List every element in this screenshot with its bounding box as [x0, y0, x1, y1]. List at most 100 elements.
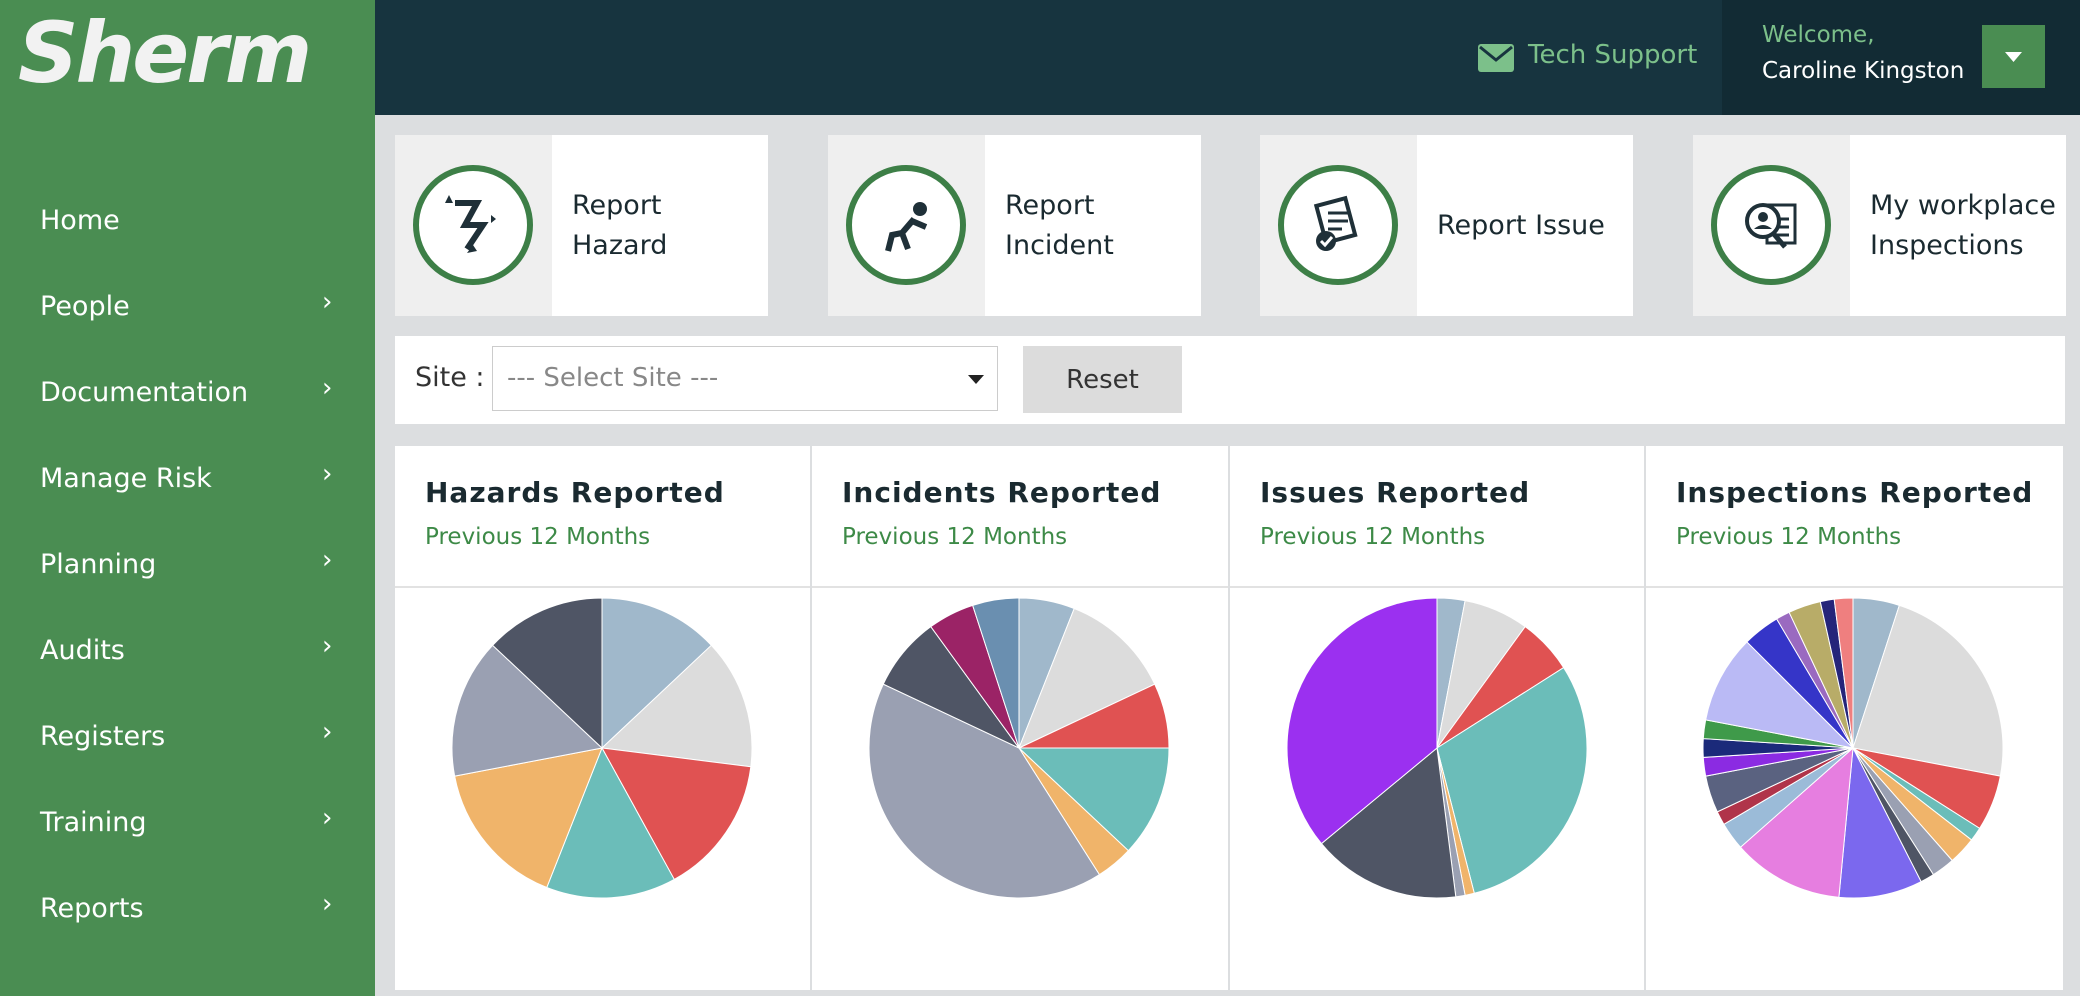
sidebar: Sherm Home People › Documentation › Manage Ri… [0, 0, 375, 996]
chevron: › [322, 717, 333, 747]
tile-icon-area [828, 135, 985, 316]
nav-item[interactable]: Planning [40, 549, 157, 580]
chevron: › [322, 459, 333, 489]
nav-item[interactable]: Training [40, 807, 147, 838]
chevron: › [322, 631, 333, 661]
divider [1230, 586, 1644, 588]
welcome: Welcome, [1762, 22, 1875, 48]
pie-slice[interactable] [1705, 641, 1855, 749]
tile-icon [1278, 165, 1398, 285]
pie-chart [868, 597, 1170, 899]
icon-shape [445, 195, 496, 253]
nav-item[interactable]: Manage Risk [40, 463, 212, 494]
pie-slice[interactable] [454, 747, 603, 889]
pie-slice[interactable] [1838, 746, 1922, 899]
divider [1646, 586, 2063, 588]
chevron: › [322, 287, 333, 317]
pie-slice[interactable] [1286, 597, 1438, 845]
nav-item[interactable]: Home [40, 205, 120, 236]
nav-item[interactable]: Registers [40, 721, 166, 752]
user-dropdown[interactable] [1982, 25, 2045, 88]
user-name: Caroline Kingston [1762, 58, 1965, 84]
pie-slice[interactable] [601, 597, 713, 750]
chevron: › [322, 373, 333, 403]
chart-subtitle: Previous 12 Months [1260, 524, 1486, 550]
pie-slice[interactable] [600, 644, 753, 768]
icon-shape [1328, 211, 1348, 231]
pie-slice[interactable] [1852, 604, 2004, 777]
nav-item[interactable]: Audits [40, 635, 125, 666]
chart-subtitle: Previous 12 Months [842, 524, 1068, 550]
tile-icon-area [1260, 135, 1417, 316]
icon-shape [1771, 231, 1787, 249]
pie-chart [1702, 597, 2004, 899]
chart-panel: Incidents Reported Previous 12 Months [812, 446, 1230, 990]
caret [2005, 52, 2022, 62]
icon-shape [1758, 212, 1768, 222]
tile-icon [1711, 165, 1831, 285]
pie-slice[interactable] [491, 597, 603, 750]
pie-chart [451, 597, 753, 899]
tech-support[interactable]: Tech Support [1528, 40, 1698, 70]
chart-panel: Hazards Reported Previous 12 Months [395, 446, 812, 990]
icon-shape [1319, 236, 1334, 248]
tile-label: My workplace Inspections [1870, 189, 2056, 261]
tile-label: Report Hazard [572, 189, 668, 261]
logo[interactable]: Sherm [18, 4, 312, 102]
nav-item[interactable]: Documentation [40, 377, 249, 408]
reset-button[interactable]: Reset [1023, 346, 1182, 413]
divider [812, 586, 1228, 588]
action-tile[interactable]: My workplace Inspections [1693, 135, 2066, 316]
action-tile[interactable]: Report Issue [1260, 135, 1633, 316]
pie-slice[interactable] [1018, 607, 1156, 749]
icon-shape [1754, 225, 1772, 229]
pie-slice[interactable] [601, 747, 752, 881]
chart-title: Hazards Reported [425, 476, 725, 509]
chart-title: Issues Reported [1260, 476, 1531, 509]
tile-icon-area [1693, 135, 1850, 316]
tile-label: Report Incident [1005, 189, 1114, 261]
icon-shape [1313, 195, 1358, 251]
filter-bar: Site : --- Select Site --- Reset [395, 336, 2065, 424]
chart-title: Incidents Reported [842, 476, 1162, 509]
chart-subtitle: Previous 12 Months [425, 524, 651, 550]
tile-label: Report Issue [1437, 209, 1605, 241]
pie-slice[interactable] [1436, 666, 1588, 894]
pie-slice[interactable] [1739, 746, 1854, 898]
icon-shape [913, 202, 927, 216]
icon-shape [1745, 203, 1797, 249]
action-tile[interactable]: Report Hazard [395, 135, 768, 316]
pie-slice[interactable] [1017, 747, 1170, 852]
icon-shape [885, 217, 928, 252]
tile-icon [413, 165, 533, 285]
pie-slice[interactable] [868, 683, 1101, 899]
chart-subtitle: Previous 12 Months [1676, 524, 1902, 550]
icon-shape [445, 195, 496, 253]
nav-item[interactable]: People [40, 291, 130, 322]
mail-icon [1478, 44, 1514, 72]
pie-slice[interactable] [1320, 747, 1457, 899]
pie-slice[interactable] [546, 746, 675, 899]
action-tile[interactable]: Report Incident [828, 135, 1201, 316]
chevron: › [322, 545, 333, 575]
pie-slice[interactable] [451, 644, 604, 777]
chevron: › [322, 803, 333, 833]
site-label: Site : [415, 362, 485, 393]
select-caret [968, 375, 984, 384]
tile-icon-area [395, 135, 552, 316]
chart-title: Inspections Reported [1676, 476, 2034, 509]
pie-slice[interactable] [972, 597, 1020, 749]
tile-icon [846, 165, 966, 285]
select-placeholder: --- Select Site --- [507, 363, 719, 393]
site-select[interactable]: --- Select Site --- [492, 346, 998, 411]
nav-item[interactable]: Reports [40, 893, 144, 924]
icon-shape [1316, 231, 1336, 251]
chevron: › [322, 889, 333, 919]
divider [395, 586, 810, 588]
icon-shape [885, 202, 928, 252]
chart-panel: Inspections Reported Previous 12 Months [1646, 446, 2065, 990]
chart-panel: Issues Reported Previous 12 Months [1230, 446, 1646, 990]
pie-chart [1286, 597, 1588, 899]
pie-slice[interactable] [1833, 597, 1854, 749]
